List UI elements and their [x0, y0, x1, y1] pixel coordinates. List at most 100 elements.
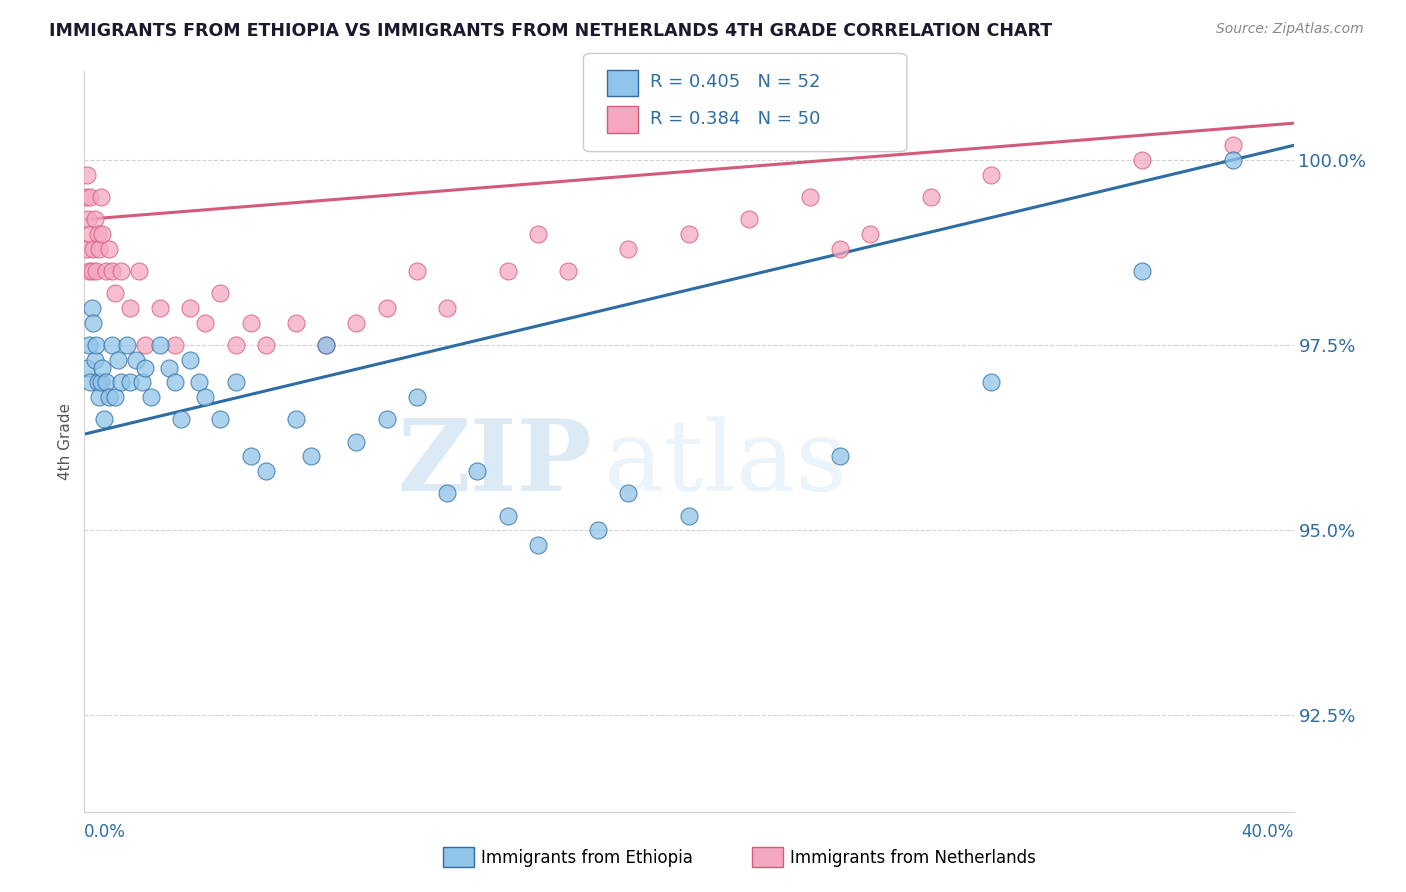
Point: [104, 286, 127, 301]
Text: atlas: atlas: [605, 416, 846, 512]
Point: [194, 390, 217, 404]
Point: [346, 316, 368, 330]
Point: [89, 390, 111, 404]
Point: [617, 486, 640, 500]
Point: [165, 376, 187, 390]
Point: [125, 353, 148, 368]
Point: [91, 360, 114, 375]
Point: [86, 338, 108, 352]
Point: [165, 338, 187, 352]
Point: [188, 376, 211, 390]
Text: Source: ZipAtlas.com: Source: ZipAtlas.com: [1216, 22, 1364, 37]
Point: [84, 353, 107, 368]
Point: [134, 360, 156, 375]
Point: [80, 264, 103, 278]
Point: [285, 316, 308, 330]
Point: [225, 338, 247, 352]
Point: [179, 353, 201, 368]
Point: [375, 301, 398, 316]
Point: [77, 338, 100, 352]
Point: [980, 168, 1002, 182]
Point: [738, 212, 761, 227]
Point: [79, 376, 101, 390]
Point: [86, 264, 108, 278]
Point: [209, 286, 232, 301]
Point: [496, 264, 519, 278]
Text: 40.0%: 40.0%: [1241, 822, 1294, 841]
Point: [315, 338, 337, 352]
Point: [118, 301, 141, 316]
Point: [194, 316, 217, 330]
Point: [107, 353, 129, 368]
Point: [79, 227, 101, 242]
Point: [110, 376, 132, 390]
Point: [80, 301, 103, 316]
Point: [100, 264, 122, 278]
Point: [91, 227, 114, 242]
Text: R = 0.384   N = 50: R = 0.384 N = 50: [650, 110, 820, 128]
Point: [89, 242, 111, 256]
Point: [1132, 153, 1154, 168]
Point: [254, 338, 277, 352]
Text: Immigrants from Netherlands: Immigrants from Netherlands: [790, 849, 1036, 867]
Point: [406, 390, 429, 404]
Point: [830, 450, 852, 464]
Point: [436, 301, 458, 316]
Point: [100, 338, 122, 352]
Point: [225, 376, 247, 390]
Point: [76, 168, 98, 182]
Point: [239, 450, 262, 464]
Point: [496, 508, 519, 523]
Point: [557, 264, 579, 278]
Point: [588, 524, 610, 538]
Point: [110, 264, 132, 278]
Point: [285, 412, 308, 426]
Point: [77, 264, 100, 278]
Point: [76, 360, 98, 375]
Point: [115, 338, 138, 352]
Point: [149, 338, 172, 352]
Point: [79, 190, 101, 204]
Text: IMMIGRANTS FROM ETHIOPIA VS IMMIGRANTS FROM NETHERLANDS 4TH GRADE CORRELATION CH: IMMIGRANTS FROM ETHIOPIA VS IMMIGRANTS F…: [49, 22, 1052, 40]
Point: [467, 464, 489, 478]
Point: [799, 190, 821, 204]
Point: [94, 376, 117, 390]
Point: [980, 376, 1002, 390]
Point: [346, 434, 368, 449]
Point: [157, 360, 180, 375]
Point: [678, 508, 700, 523]
Point: [84, 212, 107, 227]
Point: [179, 301, 201, 316]
Point: [527, 538, 550, 552]
Point: [299, 450, 322, 464]
Text: ZIP: ZIP: [398, 416, 592, 512]
Point: [436, 486, 458, 500]
Point: [82, 242, 104, 256]
Point: [830, 242, 852, 256]
Point: [76, 242, 98, 256]
Point: [128, 264, 150, 278]
Point: [375, 412, 398, 426]
Point: [1222, 138, 1244, 153]
Point: [93, 412, 115, 426]
Point: [254, 464, 277, 478]
Y-axis label: 4th Grade: 4th Grade: [58, 403, 73, 480]
Point: [315, 338, 337, 352]
Point: [406, 264, 429, 278]
Point: [678, 227, 700, 242]
Point: [1132, 264, 1154, 278]
Point: [94, 264, 117, 278]
Point: [209, 412, 232, 426]
Point: [87, 227, 110, 242]
Point: [859, 227, 882, 242]
Point: [617, 242, 640, 256]
Point: [90, 376, 112, 390]
Point: [1222, 153, 1244, 168]
Point: [139, 390, 162, 404]
Point: [97, 390, 120, 404]
Text: R = 0.405   N = 52: R = 0.405 N = 52: [650, 73, 820, 91]
Point: [134, 338, 156, 352]
Text: Immigrants from Ethiopia: Immigrants from Ethiopia: [481, 849, 693, 867]
Point: [104, 390, 127, 404]
Point: [87, 376, 110, 390]
